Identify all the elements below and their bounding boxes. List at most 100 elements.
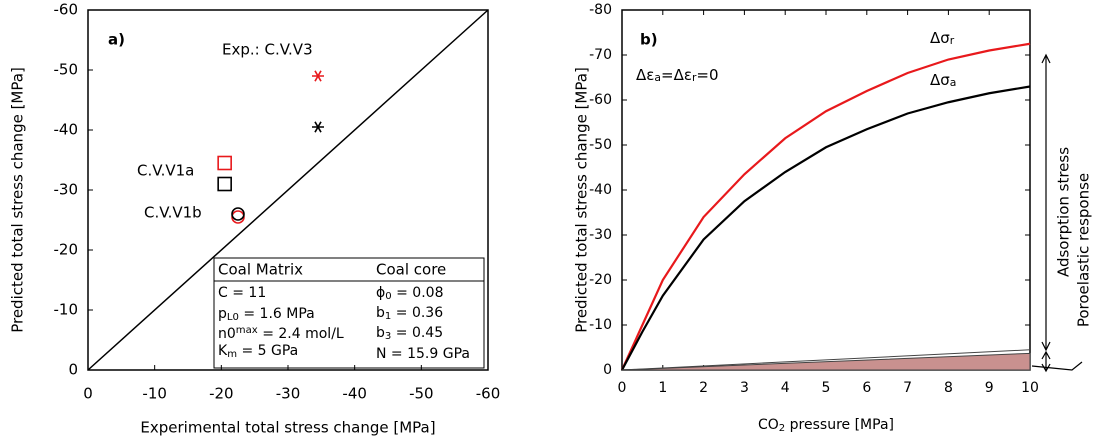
y-tick-label: -80 <box>589 2 612 18</box>
x-tick-label: 0 <box>83 385 93 403</box>
y-tick-label: -70 <box>589 47 612 63</box>
table-cell: C = 11 <box>218 285 266 301</box>
table-cell-part: p <box>218 306 227 322</box>
x-axis-label-part: pressure [MPa] <box>785 417 894 433</box>
star-marker <box>312 70 324 82</box>
x-tick-label: 7 <box>903 380 912 396</box>
y-tick-label: -50 <box>589 137 612 153</box>
table-cell: n0max = 2.4 mol/L <box>218 325 344 343</box>
table-cell-subscript: L0 <box>227 312 239 323</box>
table-cell-part: = 0.45 <box>391 325 443 341</box>
x-tick-label: 1 <box>658 380 667 396</box>
y-tick-label: -50 <box>54 61 79 79</box>
y-tick-label: 0 <box>68 361 78 379</box>
table-cell-subscript: 1 <box>385 311 391 322</box>
circle-marker <box>231 207 245 221</box>
table-cell: Km = 5 GPa <box>218 343 298 360</box>
area <box>621 352 1031 371</box>
table-cell-part: = 0.08 <box>392 285 444 301</box>
panel-label: b) <box>640 31 658 49</box>
y-tick-label: -40 <box>54 121 79 139</box>
table-cell-part: b <box>376 325 385 341</box>
annotation: Poroelastic response <box>1075 173 1093 327</box>
y-tick-label: -20 <box>54 241 79 259</box>
x-tick-label: 3 <box>740 380 749 396</box>
poroelastic-pointer <box>1031 361 1083 371</box>
x-axis-label-subscript: 2 <box>779 423 785 434</box>
line <box>621 85 1031 371</box>
star-marker <box>312 121 324 133</box>
plot-frame <box>621 9 1031 371</box>
table-cell: ϕ0 = 0.08 <box>376 285 443 302</box>
table-cell: b3 = 0.45 <box>376 325 443 342</box>
annotation-part: =Δε <box>661 66 692 84</box>
annotation-subscript: r <box>692 71 697 84</box>
table-cell-subscript: 0 <box>385 291 391 302</box>
square-marker <box>217 176 232 192</box>
line <box>621 349 1031 371</box>
annotation: Exp.: C.V.V3 <box>222 41 313 59</box>
table-cell-part: = 0.36 <box>391 305 443 321</box>
table-cell: pL0 = 1.6 MPa <box>218 306 315 323</box>
table-cell-part: = 1.6 MPa <box>239 306 315 322</box>
bracket-arrows <box>1031 53 1083 373</box>
x-tick-label: 10 <box>1021 380 1039 396</box>
line-label-subscript: a <box>950 76 957 89</box>
y-tick-label: -10 <box>54 301 79 319</box>
poroelastic-arrow-heads <box>1041 350 1051 373</box>
line-label: Δσa <box>930 71 956 90</box>
adsorption-arrow-heads <box>1041 53 1051 352</box>
annotation-part: =0 <box>696 66 718 84</box>
annotation-part: Δε <box>636 66 654 84</box>
annotation: Adsorption stress <box>1055 147 1073 277</box>
annotation-subscript: a <box>654 71 661 84</box>
table-cell-superscript: max <box>236 325 258 336</box>
line-label: Δσr <box>930 29 955 48</box>
x-tick-label: 4 <box>781 380 790 396</box>
table-header: Coal Matrix <box>218 261 303 279</box>
line-label-part: Δσ <box>930 29 950 47</box>
y-axis-label: Predicted total stress change [MPa] <box>9 67 27 333</box>
table-cell-part: = 5 GPa <box>237 343 298 359</box>
table-cell-part: b <box>376 305 385 321</box>
table-cell-part: K <box>218 343 228 359</box>
x-tick-label: -40 <box>342 385 367 403</box>
y-tick-label: -40 <box>589 182 612 198</box>
x-tick-label: 2 <box>699 380 708 396</box>
square-marker <box>217 155 232 171</box>
x-tick-label: 5 <box>822 380 831 396</box>
line-label-subscript: r <box>950 34 955 47</box>
x-tick-label: -30 <box>276 385 301 403</box>
table-cell-part: n0 <box>218 326 236 342</box>
y-tick-label: -60 <box>54 1 79 19</box>
x-tick-label: 0 <box>618 380 627 396</box>
x-axis-label: Experimental total stress change [MPa] <box>140 419 435 437</box>
y-tick-label: -20 <box>589 272 612 288</box>
table-cell: b1 = 0.36 <box>376 305 443 322</box>
y-tick-label: 0 <box>603 362 612 378</box>
x-tick-label: -60 <box>476 385 501 403</box>
table-cell-subscript: 3 <box>385 331 391 342</box>
parameter-box <box>213 257 485 369</box>
line-label-part: Δσ <box>930 71 950 89</box>
y-tick-label: -60 <box>589 92 612 108</box>
y-tick-label: -30 <box>54 181 79 199</box>
x-tick-label: 6 <box>862 380 871 396</box>
y-axis-label: Predicted total stress change [MPa] <box>573 67 591 333</box>
table-cell: N = 15.9 GPa <box>376 346 470 362</box>
y-tick-label: -10 <box>589 317 612 333</box>
x-tick-label: 8 <box>944 380 953 396</box>
x-tick-label: 9 <box>985 380 994 396</box>
table-header: Coal core <box>376 261 446 279</box>
annotation: C.V.V1b <box>144 204 202 222</box>
x-tick-label: -50 <box>409 385 434 403</box>
x-tick-label: -10 <box>142 385 167 403</box>
line <box>620 42 1031 371</box>
x-tick-label: -20 <box>209 385 234 403</box>
x-axis-label-part: CO <box>758 417 779 433</box>
circle-marker <box>231 210 245 224</box>
annotation: C.V.V1a <box>137 162 194 180</box>
panel-label: a) <box>108 31 125 49</box>
table-cell-part: ϕ <box>376 285 385 301</box>
